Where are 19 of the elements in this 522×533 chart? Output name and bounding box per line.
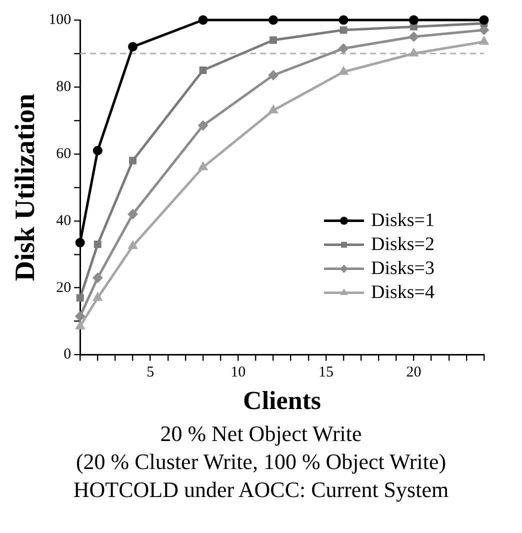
legend-label: Disks=3 (371, 258, 435, 279)
y-tick-label: 100 (48, 12, 72, 28)
y-axis-title: Disk Utilization (10, 93, 42, 282)
y-tick-label: 80 (56, 78, 72, 95)
x-axis-title: Clients (243, 386, 322, 416)
x-tick-label: 20 (406, 364, 422, 381)
legend-label: Disks=1 (371, 210, 435, 231)
x-tick-label: 5 (146, 364, 154, 381)
y-tick-label: 0 (64, 346, 72, 363)
legend-label: Disks=4 (371, 282, 436, 303)
y-tick-label: 40 (56, 212, 72, 229)
x-tick-label: 10 (230, 364, 246, 381)
text: (20 % Cluster Write, 100 % Object Write) (74, 448, 448, 476)
y-tick-label: 20 (56, 280, 72, 296)
text: 20 % Net Object Write (159, 420, 363, 448)
legend-label: Disks=2 (371, 234, 435, 255)
text: HOTCOLD under AOCC: Current System (72, 476, 450, 504)
y-tick-label: 60 (56, 146, 72, 162)
x-tick-label: 15 (318, 364, 334, 381)
